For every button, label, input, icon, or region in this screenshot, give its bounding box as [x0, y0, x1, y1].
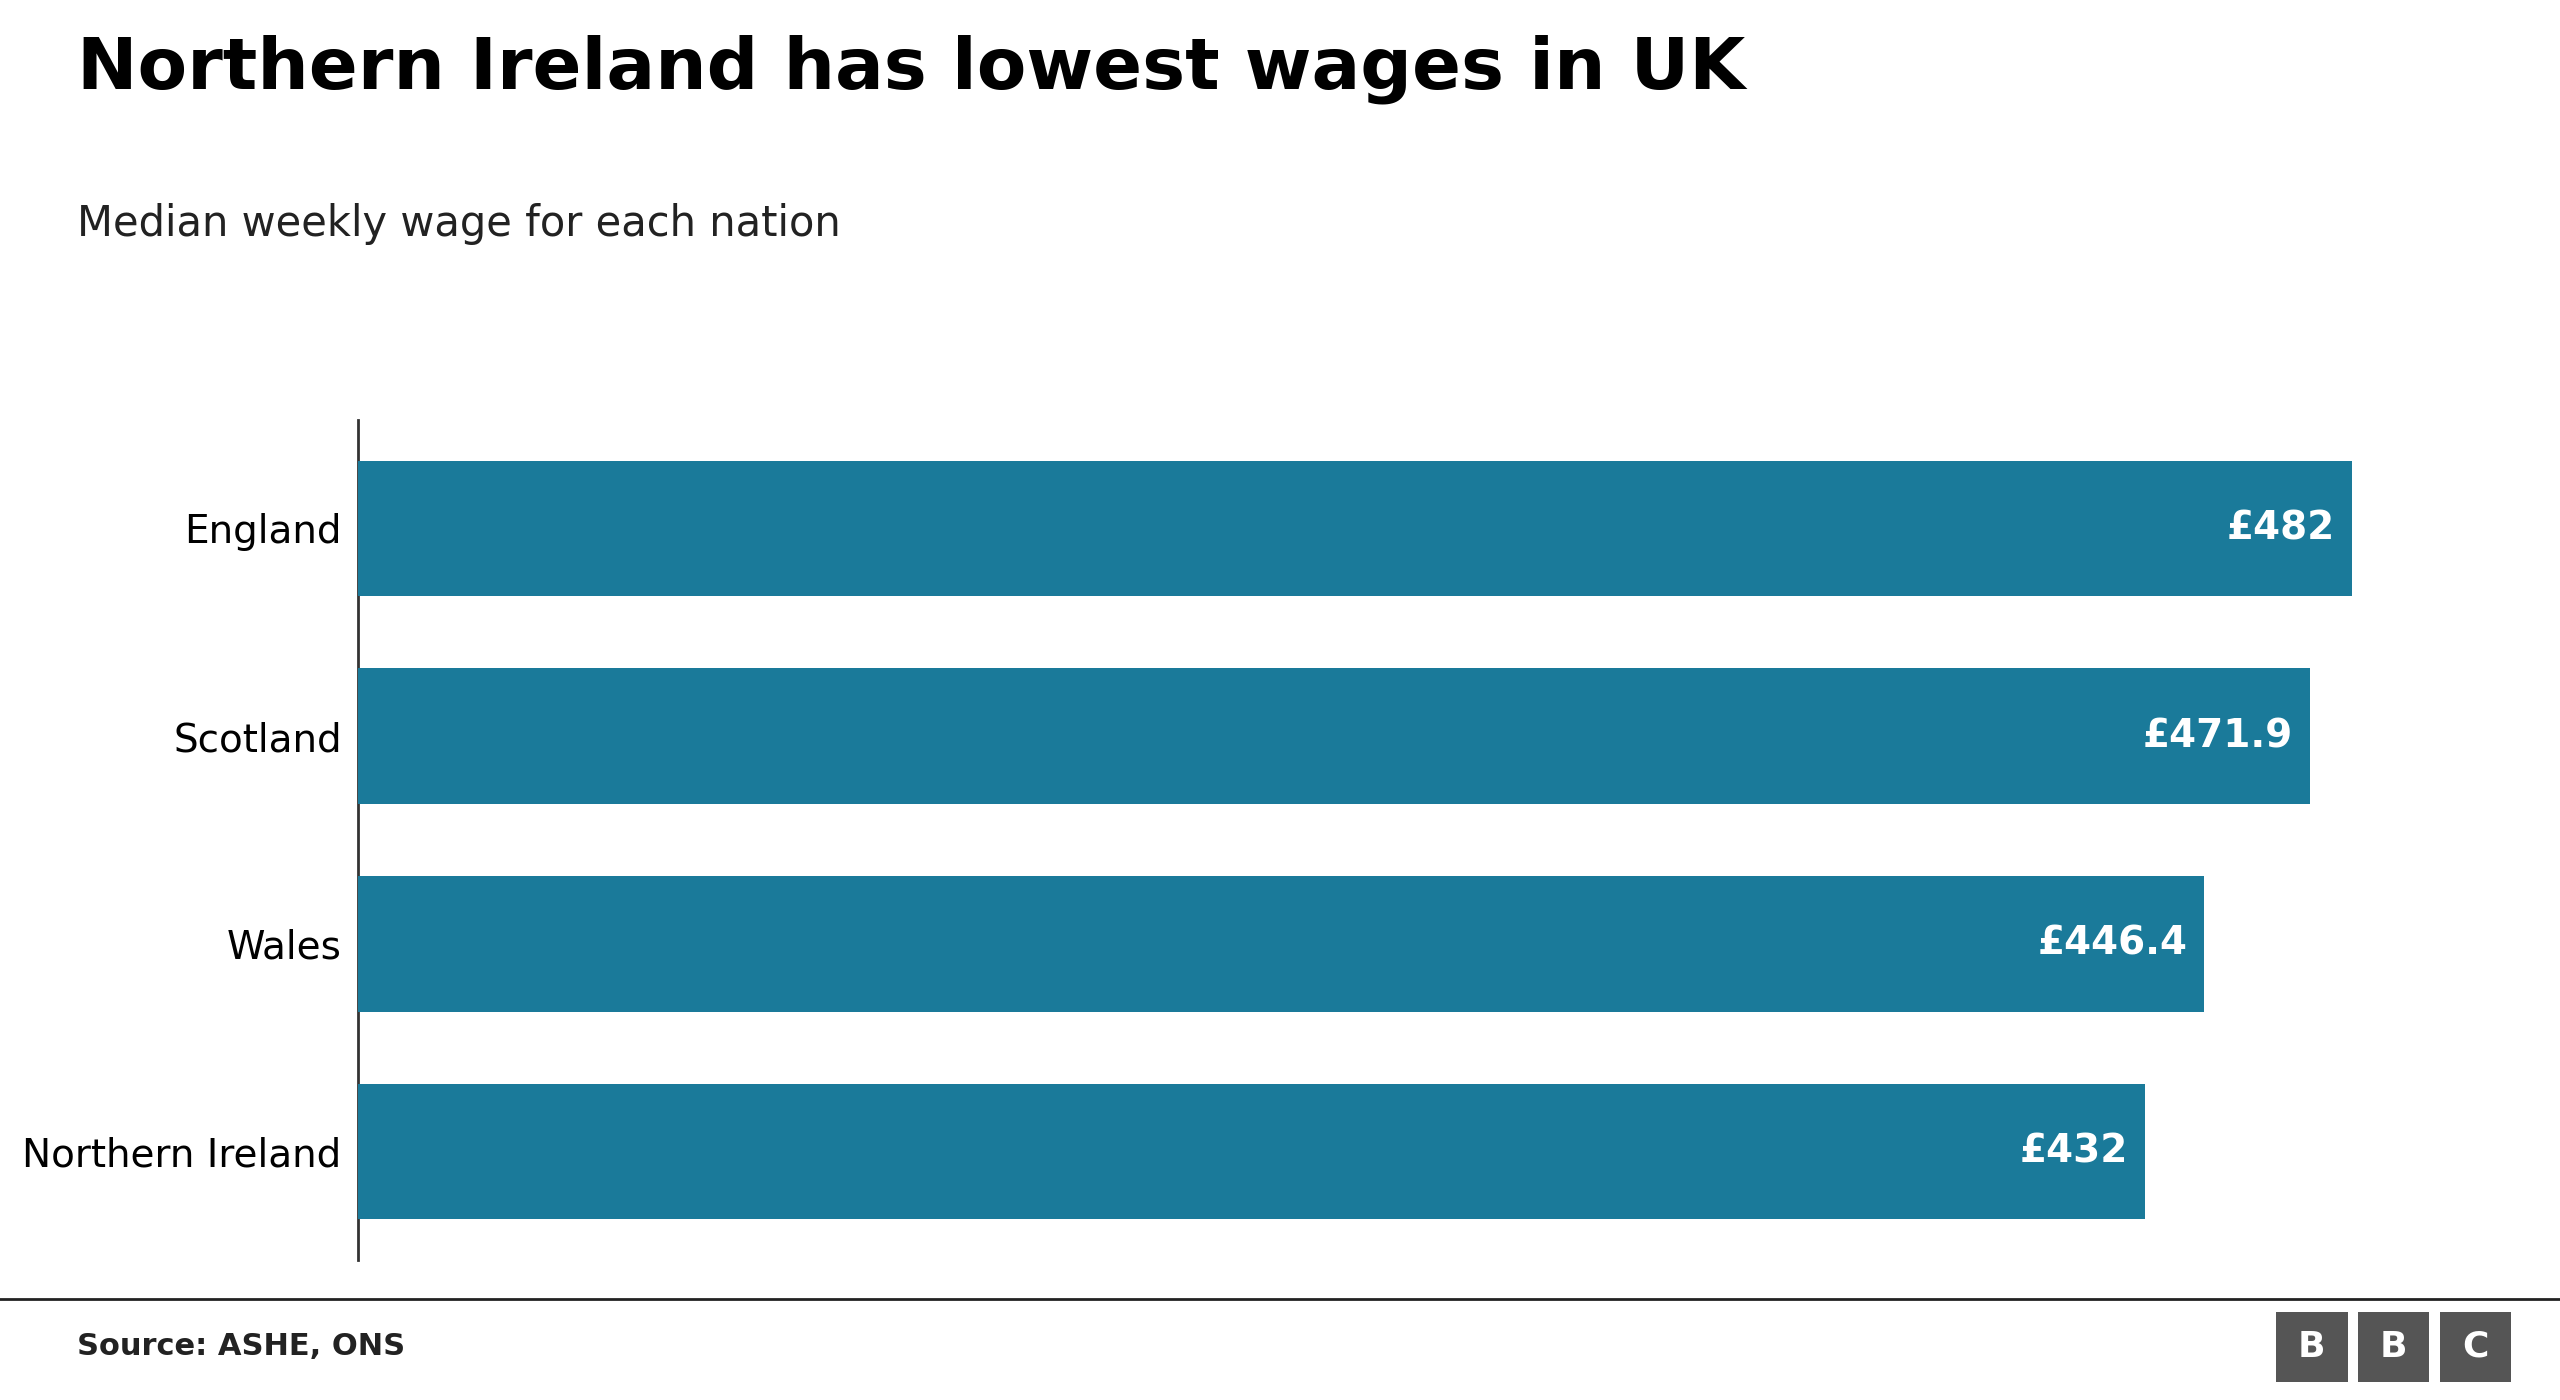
Bar [358, 876, 2204, 1012]
Text: B: B [2299, 1330, 2324, 1364]
Text: £432: £432 [2020, 1133, 2127, 1170]
Bar [358, 1085, 2145, 1219]
Text: £446.4: £446.4 [2038, 925, 2189, 963]
Text: £482: £482 [2227, 510, 2335, 547]
Bar [358, 461, 2353, 595]
Text: Northern Ireland has lowest wages in UK: Northern Ireland has lowest wages in UK [77, 35, 1746, 105]
Text: Source: ASHE, ONS: Source: ASHE, ONS [77, 1333, 404, 1361]
Text: Median weekly wage for each nation: Median weekly wage for each nation [77, 203, 840, 245]
Text: B: B [2381, 1330, 2406, 1364]
Text: £471.9: £471.9 [2143, 717, 2294, 755]
Text: C: C [2463, 1330, 2488, 1364]
Bar [358, 668, 2309, 804]
